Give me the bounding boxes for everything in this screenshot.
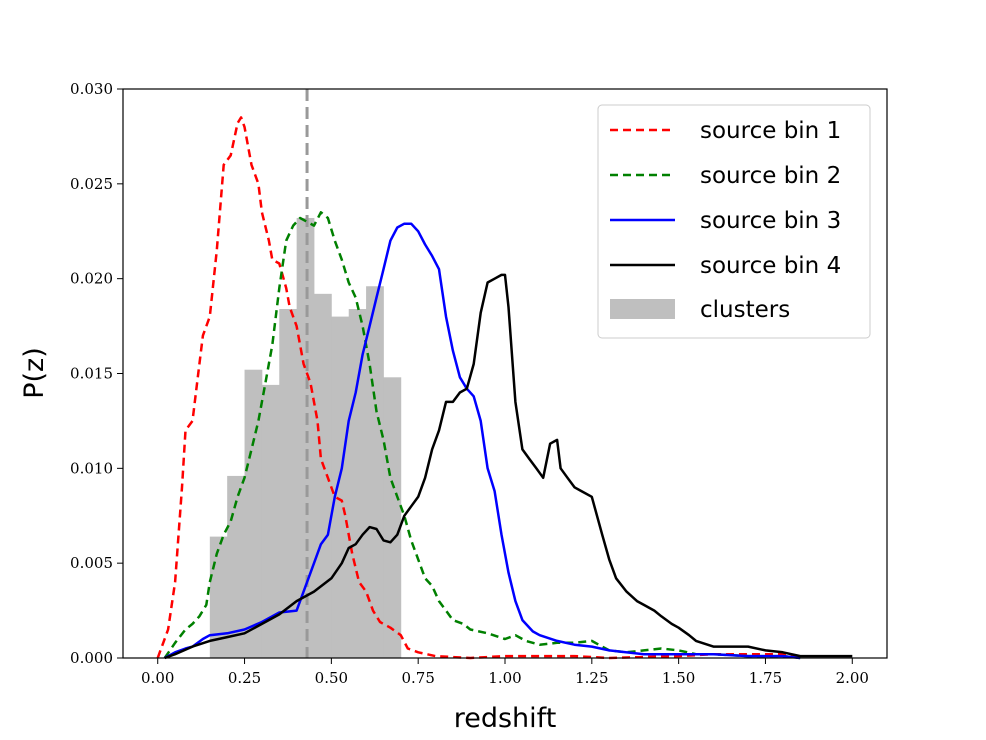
y-tick-label: 0.010 [70,459,113,477]
histogram-bar-7 [331,316,350,658]
histogram-bar-1 [227,475,245,658]
y-tick-label: 0.015 [70,365,113,383]
x-tick-label: 1.50 [662,669,695,687]
histogram-bar-3 [261,384,280,658]
y-tick-label: 0.005 [70,554,113,572]
legend-label-clusters: clusters [700,297,790,323]
series-line-2 [163,211,801,660]
legend: source bin 1 source bin 2 source bin 3 s… [597,104,871,339]
y-tick-label: 0.020 [70,270,113,288]
series-line-4 [164,273,853,660]
series-line-1 [156,116,801,660]
legend-label-source-bin-2: source bin 2 [700,163,841,189]
y-axis-label: P(z) [19,347,50,399]
legend-label-source-bin-1: source bin 1 [700,118,841,144]
series-line-3 [164,222,801,660]
x-tick-label: 1.75 [749,669,782,687]
x-axis-label: redshift [454,703,557,734]
x-tick-label: 0.50 [315,669,348,687]
legend-label-source-bin-4: source bin 4 [700,253,841,279]
x-tick-label: 1.00 [488,669,521,687]
x-tick-label: 2.00 [836,669,869,687]
histogram-bar-10 [383,377,402,658]
y-tick-label: 0.030 [70,80,113,98]
legend-box [597,104,871,339]
histogram-bar-4 [279,309,298,658]
x-tick-label: 0.75 [401,669,434,687]
histogram-bar-2 [244,369,263,658]
histogram-bar-6 [314,293,332,658]
y-tick-label: 0.000 [70,649,113,667]
histogram-bar-9 [366,286,384,658]
x-axis: 0.00 0.25 0.50 0.75 1.00 1.25 1.50 1.75 2.00 [141,658,869,687]
histogram-bar-5 [296,217,315,658]
y-tick-label: 0.025 [70,175,113,193]
y-axis: 0.000 0.005 0.010 0.015 0.020 0.025 0.030 [70,80,123,667]
legend-swatch-clusters [610,299,675,319]
histogram-layer [209,217,402,658]
histogram-bar-8 [348,309,367,658]
x-tick-label: 0.25 [228,669,261,687]
x-tick-label: 0.00 [141,669,174,687]
legend-label-source-bin-3: source bin 3 [700,208,841,234]
series-layer [156,116,853,660]
x-tick-label: 1.25 [575,669,608,687]
